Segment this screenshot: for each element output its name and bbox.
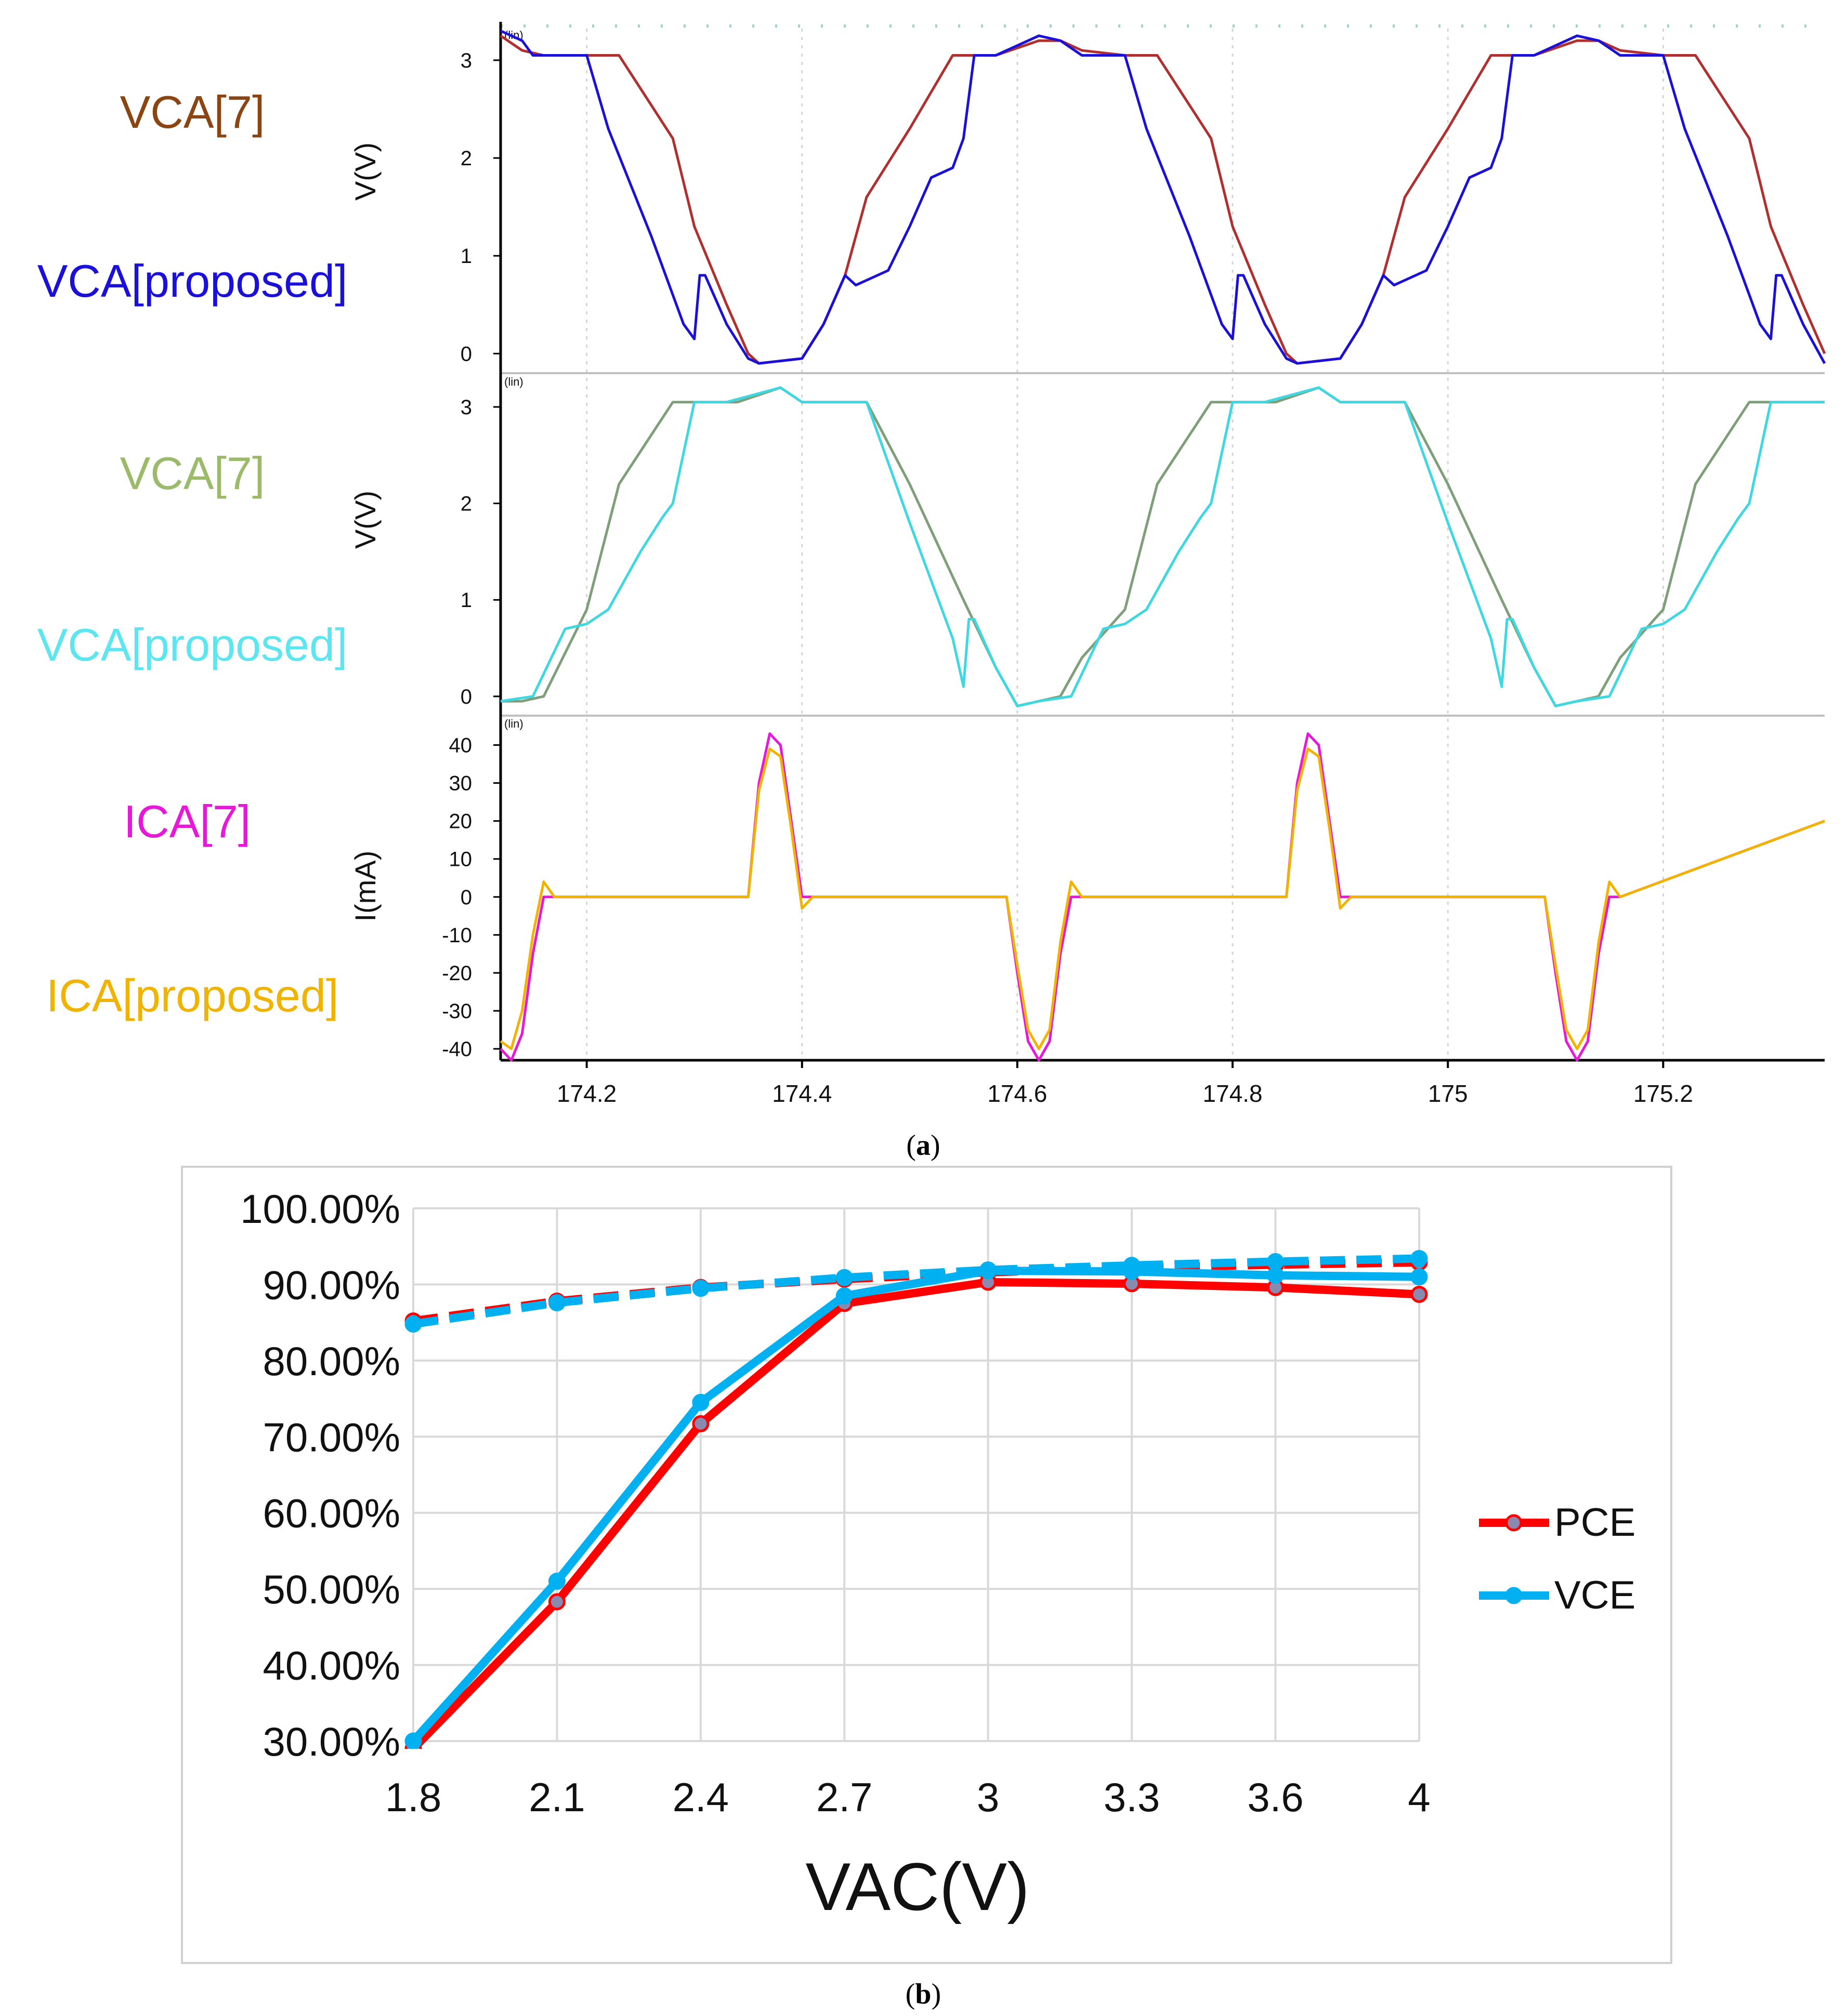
- series-panel1: [500, 30, 1826, 365]
- point-b-vce-dashed-0: [404, 1315, 422, 1333]
- legend-vce-marker: [1505, 1587, 1523, 1604]
- chart-b-series-clip: [404, 1250, 1428, 1749]
- ytick-label-p3-2: 20: [449, 810, 473, 833]
- xtick-label-a-4: 175: [1428, 1080, 1468, 1107]
- ytick-label-b-4: 60.00%: [263, 1491, 400, 1536]
- point-b-vce-dashed-3: [835, 1269, 853, 1286]
- label-vca7-panel2: VCA[7]: [120, 447, 265, 499]
- xtick-label-a-1: 174.4: [772, 1080, 832, 1107]
- ytick-label-b-7: 30.00%: [263, 1719, 400, 1764]
- figure-a-grid: [586, 29, 1664, 1058]
- legend-pce-marker: [1505, 1514, 1523, 1532]
- ytick-label-b-5: 50.00%: [263, 1566, 400, 1612]
- ytick-label-b-1: 90.00%: [263, 1262, 400, 1308]
- yticks-panel3: 40 30 20 10 0 -10 -20 -30 -40: [442, 734, 501, 1061]
- legend-pce-label: PCE: [1554, 1500, 1635, 1545]
- point-b-vce-5: [1123, 1263, 1141, 1280]
- xtick-label-a-5: 175.2: [1633, 1080, 1693, 1107]
- point-b-vce-6: [1267, 1267, 1285, 1284]
- label-vcaproposed-panel2: VCA[proposed]: [37, 619, 348, 670]
- label-vca7-panel1: VCA[7]: [120, 86, 265, 138]
- xtick-label-a-0: 174.2: [557, 1080, 617, 1107]
- series-line-p1-vca-proposed: [500, 30, 1826, 365]
- xtick-label-a-2: 174.6: [987, 1080, 1047, 1107]
- ytick-label-p1-1: 2: [461, 147, 472, 170]
- figure-b: 100.00% 90.00% 80.00% 70.00% 60.00% 50.00% 40.…: [181, 1166, 1672, 2010]
- xticks-figure-a: 174.2 174.4 174.6 174.8 175 175.2: [557, 1060, 1693, 1107]
- xtick-label-b-7: 4: [1408, 1774, 1430, 1820]
- ytick-label-p3-6: -20: [442, 962, 472, 985]
- point-b-pce-2: [692, 1415, 710, 1432]
- chart-b-frame: [181, 1166, 1672, 1964]
- label-vcaproposed-panel1: VCA[proposed]: [37, 255, 348, 307]
- ylabel-panel1: V(V): [349, 142, 382, 201]
- point-b-vce-4: [979, 1262, 997, 1280]
- chart-b-yticks: 100.00% 90.00% 80.00% 70.00% 60.00% 50.00% 40.…: [240, 1186, 400, 1764]
- ytick-label-p1-0: 3: [461, 49, 472, 72]
- xtick-label-b-6: 3.6: [1247, 1774, 1303, 1820]
- label-icaproposed-panel3: ICA[proposed]: [46, 970, 339, 1021]
- series-line-b-pce: [410, 1278, 1420, 1749]
- yticks-panel2: 3 2 1 0: [461, 396, 501, 708]
- point-b-vce-dashed-2: [692, 1280, 710, 1297]
- series-panel3: [500, 732, 1825, 1062]
- series-line-p3-ica-proposed: [500, 747, 1825, 1050]
- point-b-vce-dashed-6: [1267, 1253, 1285, 1270]
- scale-tag-panel2: (lin): [504, 375, 523, 388]
- point-b-vce-1: [548, 1573, 566, 1590]
- point-b-vce-2: [692, 1393, 710, 1411]
- xtick-label-b-5: 3.3: [1104, 1774, 1160, 1820]
- point-b-vce-7: [1410, 1268, 1428, 1286]
- ytick-label-p3-1: 30: [449, 772, 473, 795]
- label-ica7-panel3: ICA[7]: [123, 796, 251, 847]
- xtick-label-b-4: 3: [977, 1774, 999, 1820]
- ytick-label-p3-0: 40: [449, 734, 473, 757]
- xtick-label-b-2: 2.4: [673, 1774, 729, 1820]
- ytick-label-p1-3: 0: [461, 342, 472, 365]
- series-line-b-vce: [410, 1267, 1420, 1744]
- xtick-label-b-1: 2.1: [529, 1774, 585, 1820]
- legend-vce-label: VCE: [1554, 1573, 1635, 1617]
- ytick-label-p3-3: 10: [449, 848, 473, 871]
- caption-b: (b): [906, 1978, 941, 2010]
- point-b-vce-3: [835, 1287, 853, 1305]
- ytick-label-p2-0: 3: [461, 396, 472, 419]
- caption-a: (a): [906, 1129, 940, 1162]
- series-panel2: [500, 386, 1825, 707]
- ytick-label-p1-2: 1: [461, 245, 472, 268]
- xtick-label-a-3: 174.8: [1203, 1080, 1263, 1107]
- ylabel-panel2: V(V): [349, 491, 382, 549]
- ytick-label-b-6: 40.00%: [263, 1643, 400, 1689]
- point-b-pce-1: [548, 1593, 566, 1611]
- ytick-label-p3-5: -10: [442, 924, 472, 947]
- point-b-vce-dashed-1: [548, 1294, 566, 1312]
- ytick-label-p3-7: -30: [442, 1000, 472, 1023]
- point-b-vce-0: [404, 1732, 422, 1749]
- ytick-label-p3-4: 0: [461, 886, 472, 909]
- ytick-label-b-2: 80.00%: [263, 1338, 400, 1384]
- point-b-pce-7: [1410, 1286, 1428, 1303]
- chart-b-series: [404, 1250, 1428, 1749]
- xtick-label-b-3: 2.7: [816, 1774, 872, 1820]
- scale-tag-panel3: (lin): [504, 717, 523, 730]
- chart-b-xticks: 1.8 2.1 2.4 2.7 3 3.3 3.6 4: [385, 1774, 1431, 1820]
- yticks-panel1: 3 2 1 0: [461, 49, 501, 365]
- chart-b-legend: PCE VCE: [1479, 1500, 1635, 1617]
- series-line-b-vce-dashed: [412, 1254, 1420, 1328]
- ylabel-panel3: I(mA): [349, 851, 382, 922]
- series-line-p2-vca-proposed: [500, 386, 1825, 707]
- series-line-p1-vca-7: [500, 34, 1826, 365]
- ytick-label-p2-2: 1: [461, 589, 472, 612]
- ytick-label-p3-8: -40: [442, 1038, 472, 1061]
- ytick-label-p2-1: 2: [461, 493, 472, 516]
- chart-b-xlabel: VAC(V): [806, 1849, 1030, 1925]
- ytick-label-p2-3: 0: [461, 686, 472, 708]
- point-b-vce-dashed-7: [1410, 1250, 1428, 1268]
- ytick-label-b-0: 100.00%: [240, 1186, 400, 1232]
- ytick-label-b-3: 70.00%: [263, 1414, 400, 1460]
- series-line-p2-vca-7: [501, 386, 1825, 707]
- xtick-label-b-0: 1.8: [385, 1774, 441, 1820]
